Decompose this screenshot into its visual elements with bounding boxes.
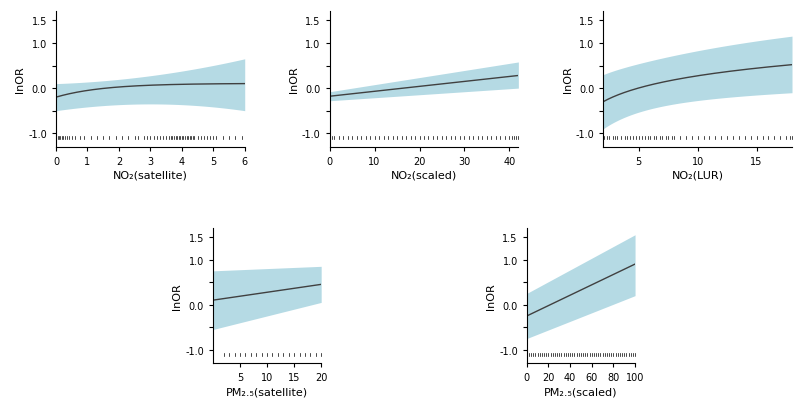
Y-axis label: lnOR: lnOR (562, 66, 573, 93)
X-axis label: NO₂(scaled): NO₂(scaled) (391, 171, 457, 180)
X-axis label: NO₂(satellite): NO₂(satellite) (113, 171, 188, 180)
X-axis label: PM₂.₅(scaled): PM₂.₅(scaled) (544, 387, 618, 396)
Y-axis label: lnOR: lnOR (15, 66, 26, 93)
Y-axis label: lnOR: lnOR (289, 66, 299, 93)
Y-axis label: lnOR: lnOR (172, 282, 182, 309)
X-axis label: PM₂.₅(satellite): PM₂.₅(satellite) (226, 387, 308, 396)
Y-axis label: lnOR: lnOR (486, 282, 496, 309)
X-axis label: NO₂(LUR): NO₂(LUR) (672, 171, 724, 180)
